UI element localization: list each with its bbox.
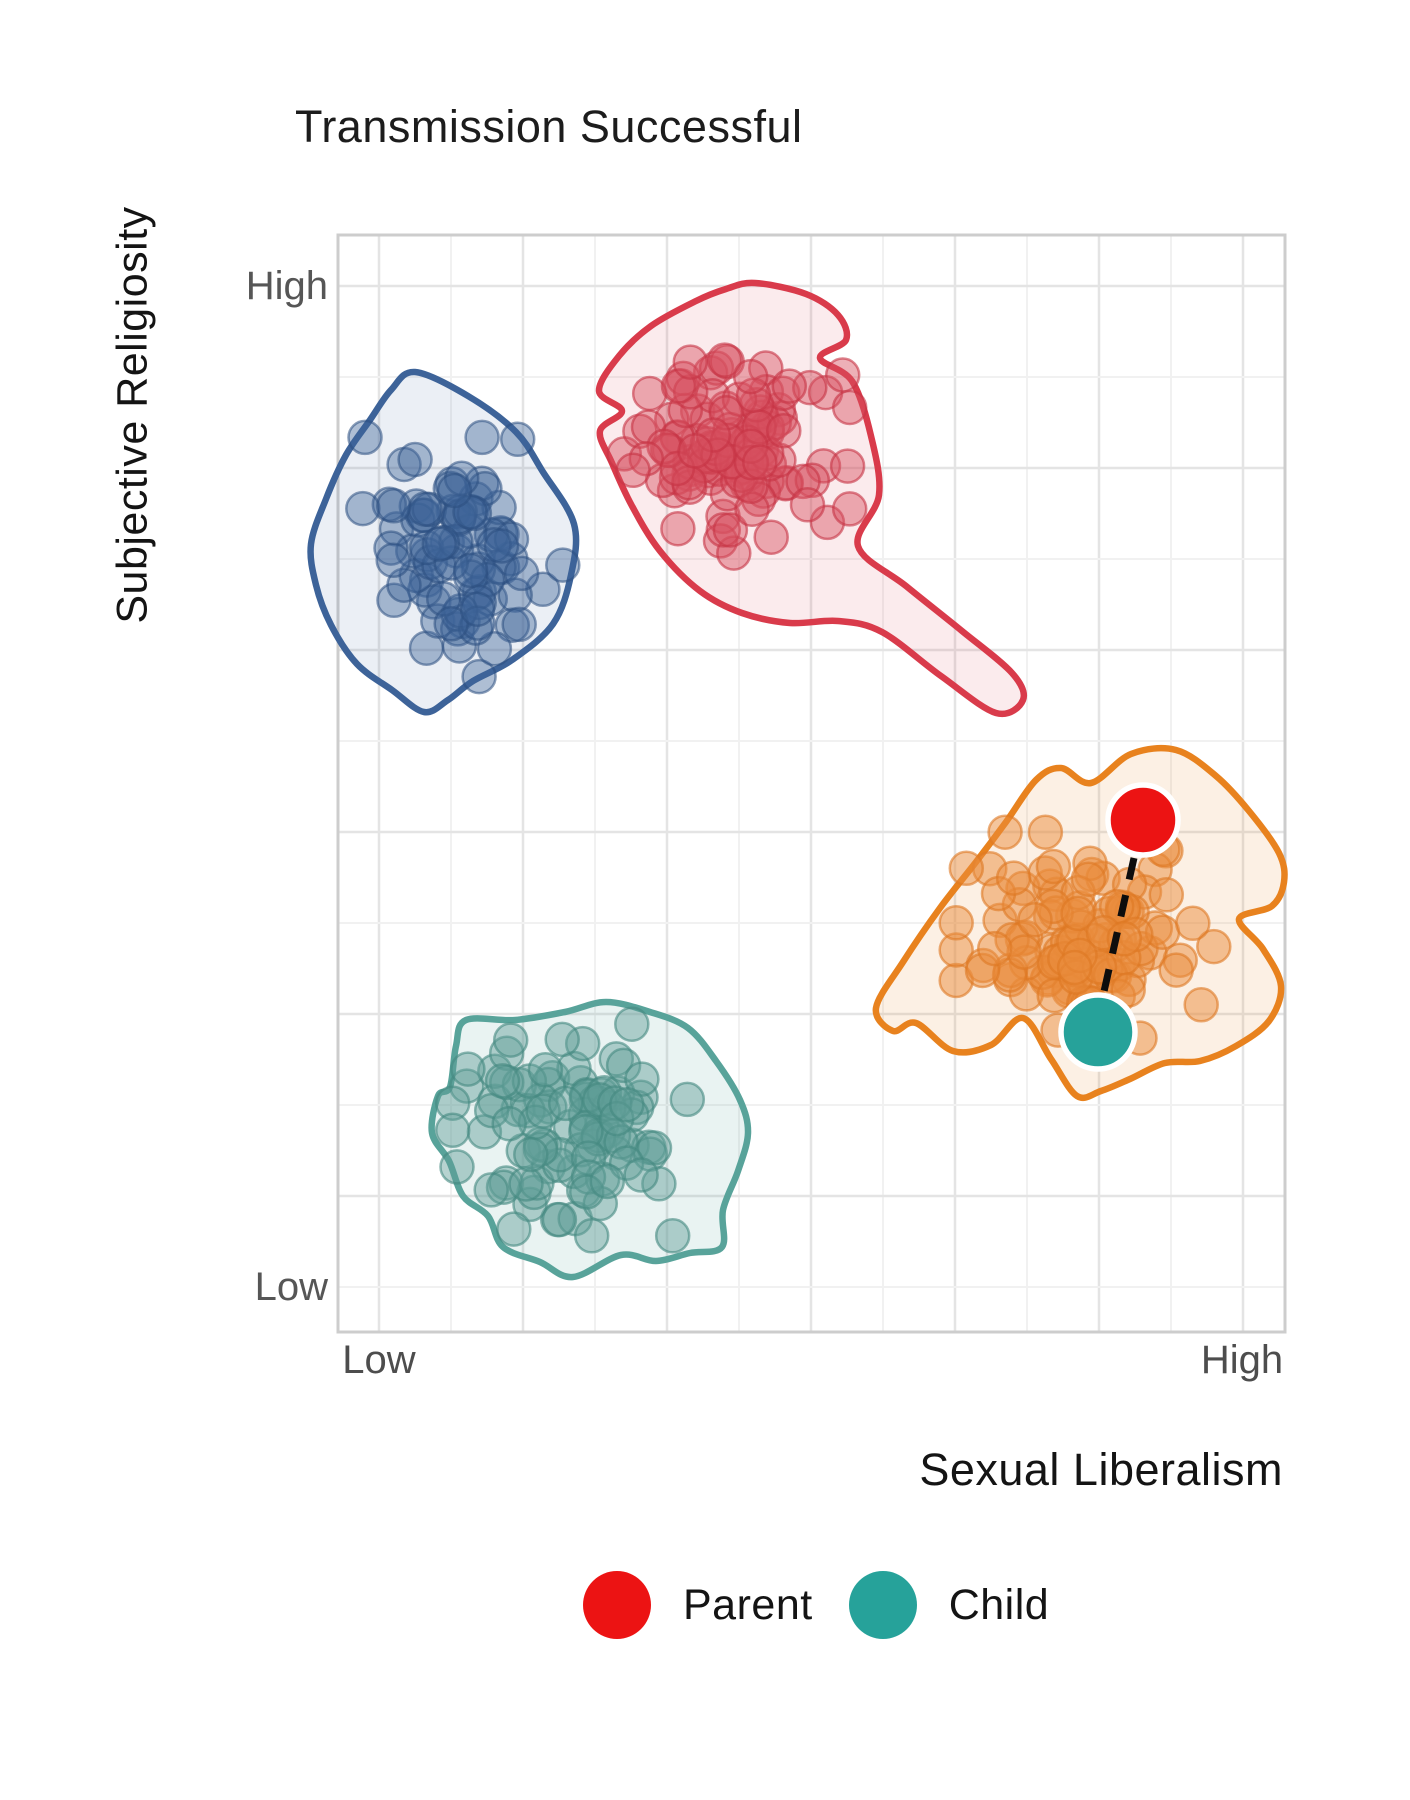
y-tick-high: High <box>245 264 328 308</box>
y-tick-low: Low <box>254 1265 328 1309</box>
child-centroid-marker <box>1058 992 1138 1072</box>
red-cluster-hull <box>595 279 1028 718</box>
legend-item-child: Child <box>848 1571 1050 1639</box>
teal-cluster-points <box>434 1006 706 1254</box>
panel-border <box>336 233 1287 1334</box>
legend-label-parent: Parent <box>683 1580 813 1629</box>
parent-centroid-marker <box>1105 782 1181 858</box>
child-marker-swatch <box>848 1571 917 1639</box>
red-cluster-points <box>606 342 868 571</box>
x-tick-high: High <box>1200 1338 1284 1382</box>
blue-cluster-points <box>345 419 581 695</box>
chart-title: Transmission Successful <box>295 101 803 152</box>
x-axis-title: Sexual Liberalism <box>919 1444 1283 1495</box>
legend-label-child: Child <box>948 1580 1050 1629</box>
legend-item-parent: Parent <box>583 1571 813 1639</box>
x-tick-low: Low <box>342 1338 416 1382</box>
parent-child-connector-line <box>1099 857 1138 997</box>
legend: Parent Child <box>583 1571 1049 1639</box>
parent-marker-swatch <box>583 1571 651 1639</box>
